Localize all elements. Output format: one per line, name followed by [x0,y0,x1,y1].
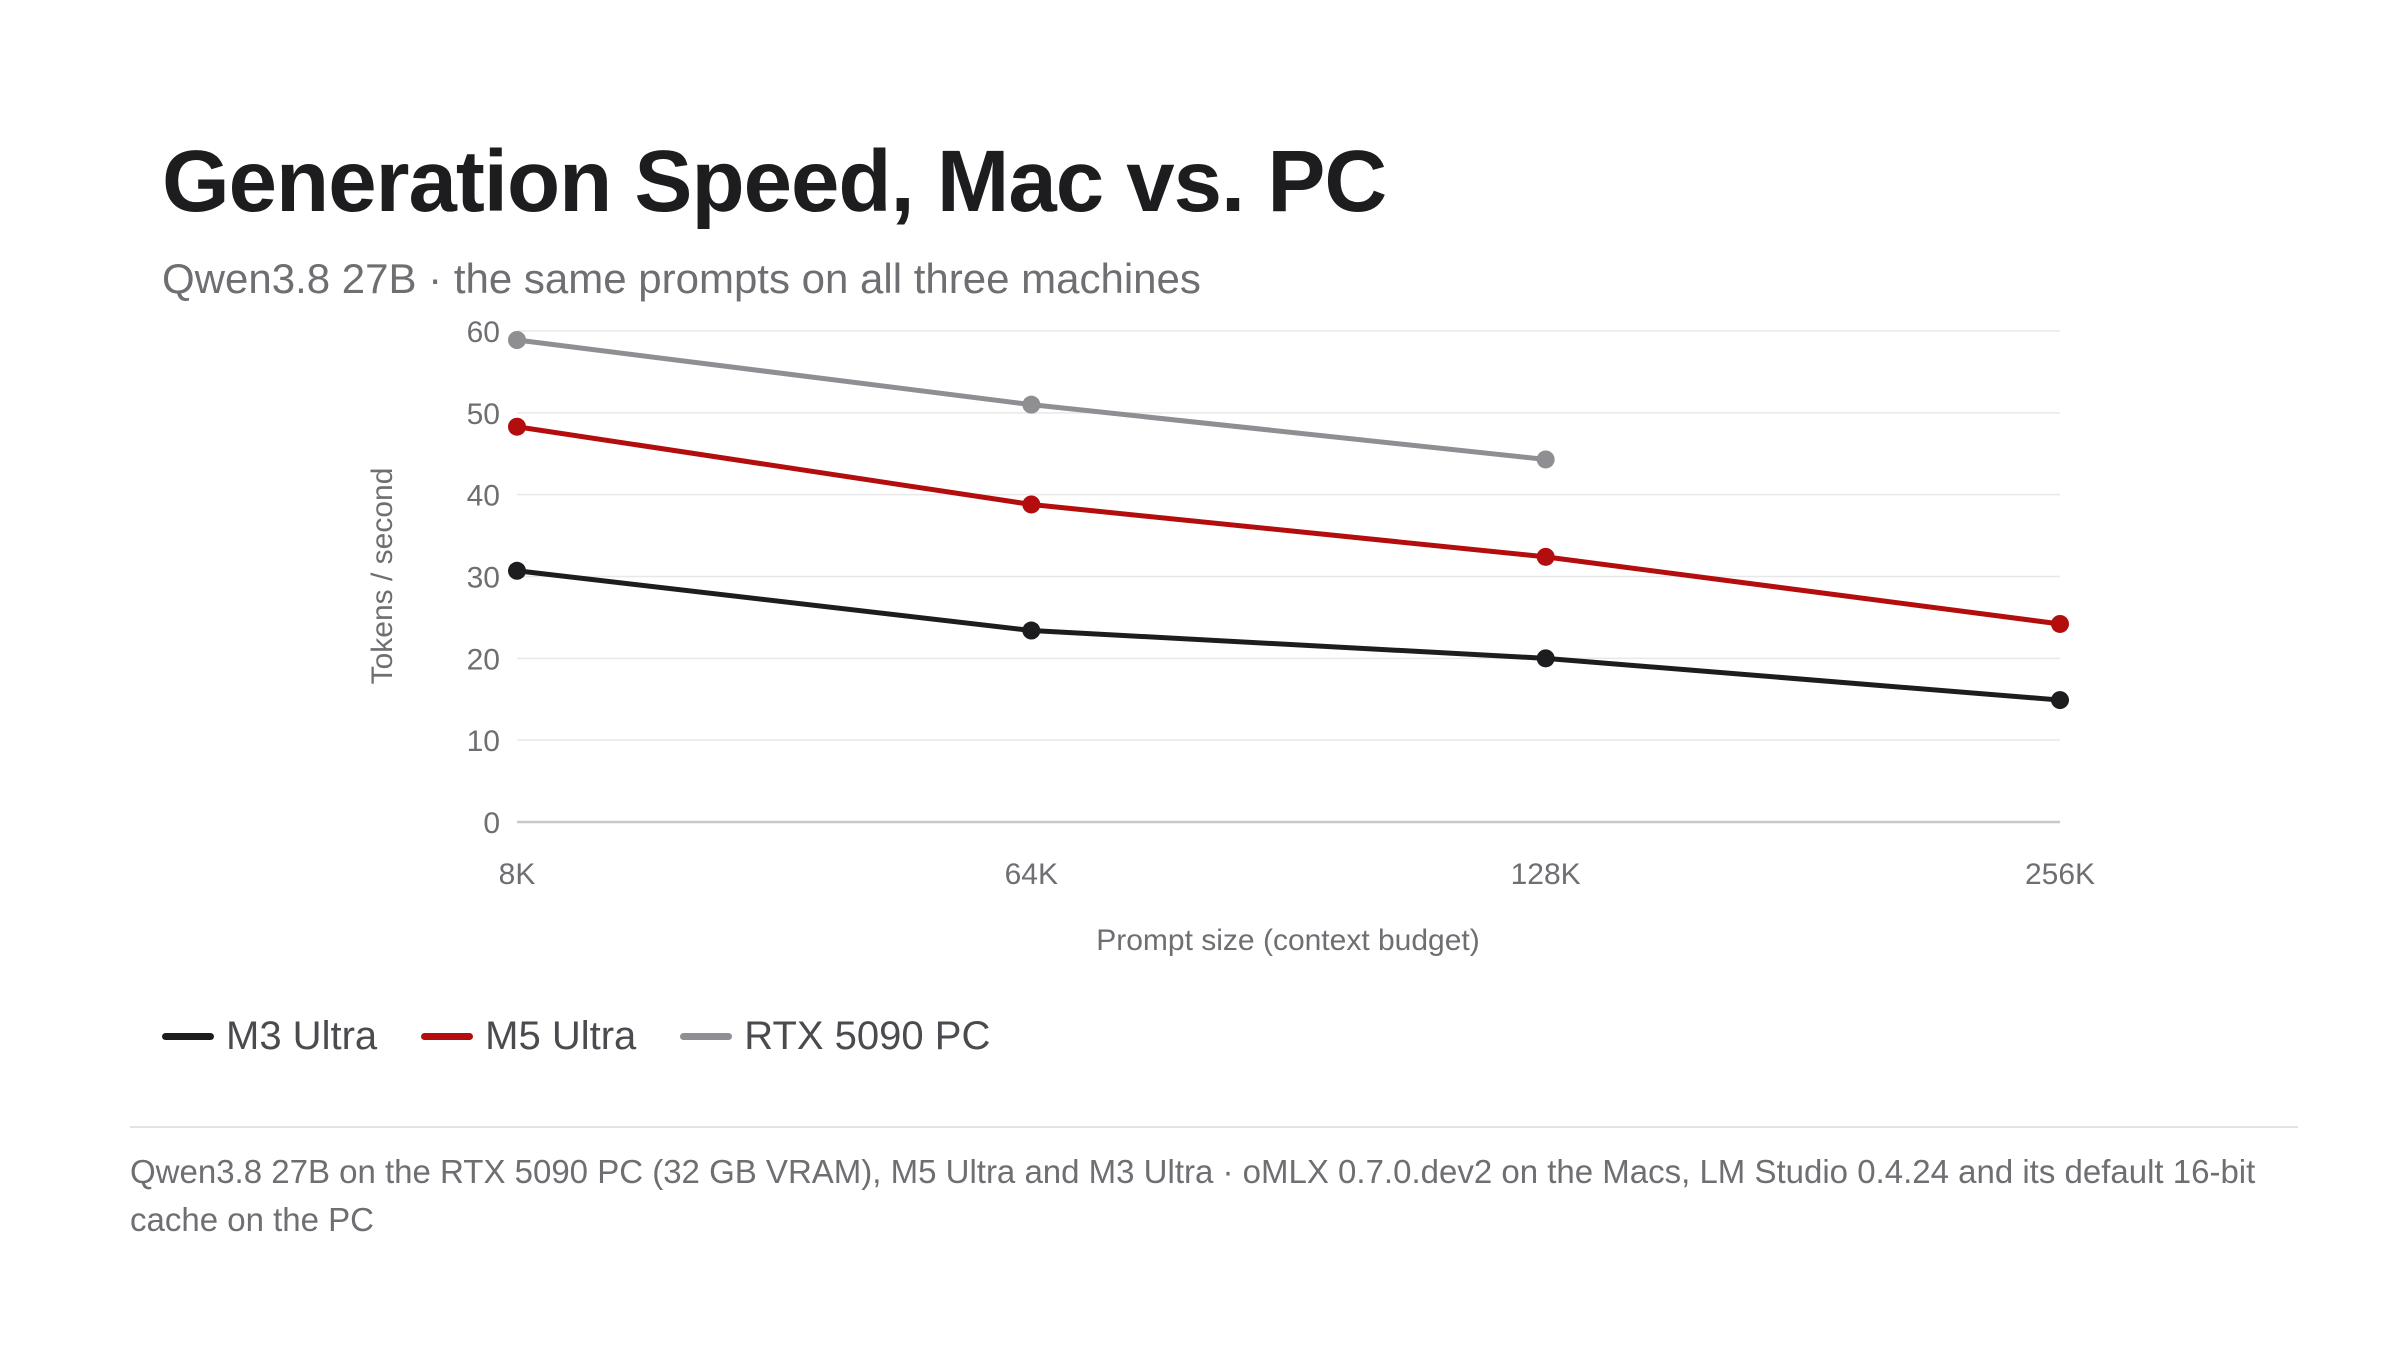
y-tick-label: 30 [467,562,500,595]
y-tick-label: 0 [483,807,500,840]
x-tick-label: 64K [1005,858,1058,891]
data-point-rtx-5090-pc [1022,395,1041,414]
data-point-m5-ultra [508,417,526,436]
y-tick-label: 50 [467,398,500,431]
line-chart: 0 10 20 30 40 50 60 8K 64K 128K 256K Prompt size (c… [366,316,2095,957]
x-tick-label: 8K [499,858,536,891]
footnote: Qwen3.8 27B on the RTX 5090 PC (32 GB VR… [130,1153,2256,1238]
y-tick-label: 40 [467,480,500,513]
legend-label: M5 Ultra [485,1014,637,1058]
data-point-m3-ultra [1022,621,1041,640]
data-point-m5-ultra [2051,614,2069,633]
data-point-m3-ultra [2051,691,2069,710]
legend-label: M3 Ultra [226,1014,378,1058]
data-point-m5-ultra [1536,547,1555,566]
series-line-m5-ultra [514,424,2063,627]
data-point-rtx-5090-pc [1536,450,1555,469]
data-point-m3-ultra [1536,649,1555,668]
y-axis-title: Tokens / second [366,468,399,685]
legend-item-rtx-5090-pc: RTX 5090 PC [680,1016,990,1056]
legend-swatch-m5-ultra [421,1032,474,1040]
legend-item-m5-ultra: M5 Ultra [421,1016,636,1056]
chart-title: Generation Speed, Mac vs. PC [162,133,1387,230]
legend-swatch-m3-ultra [162,1032,214,1040]
x-tick-label: 128K [1511,858,1581,891]
y-tick-label: 20 [467,643,500,676]
y-tick-label: 60 [467,316,500,349]
x-axis-title: Prompt size (context budget) [1096,924,1480,957]
data-point-rtx-5090-pc [508,331,526,350]
legend-item-m3-ultra: M3 Ultra [162,1016,377,1056]
x-tick-label: 256K [2025,858,2095,891]
data-point-m5-ultra [1022,495,1041,514]
legend-swatch-rtx-5090-pc [680,1032,733,1040]
footnote-divider [130,1126,2298,1128]
legend-label: RTX 5090 PC [744,1014,991,1058]
series-line-m3-ultra [514,568,2063,703]
chart-subtitle: Qwen3.8 27B · the same prompts on all th… [162,255,1201,302]
y-tick-label: 10 [467,725,500,758]
chart-legend: M3 Ultra M5 Ultra RTX 5090 PC [162,1016,990,1056]
data-point-m3-ultra [508,561,526,580]
